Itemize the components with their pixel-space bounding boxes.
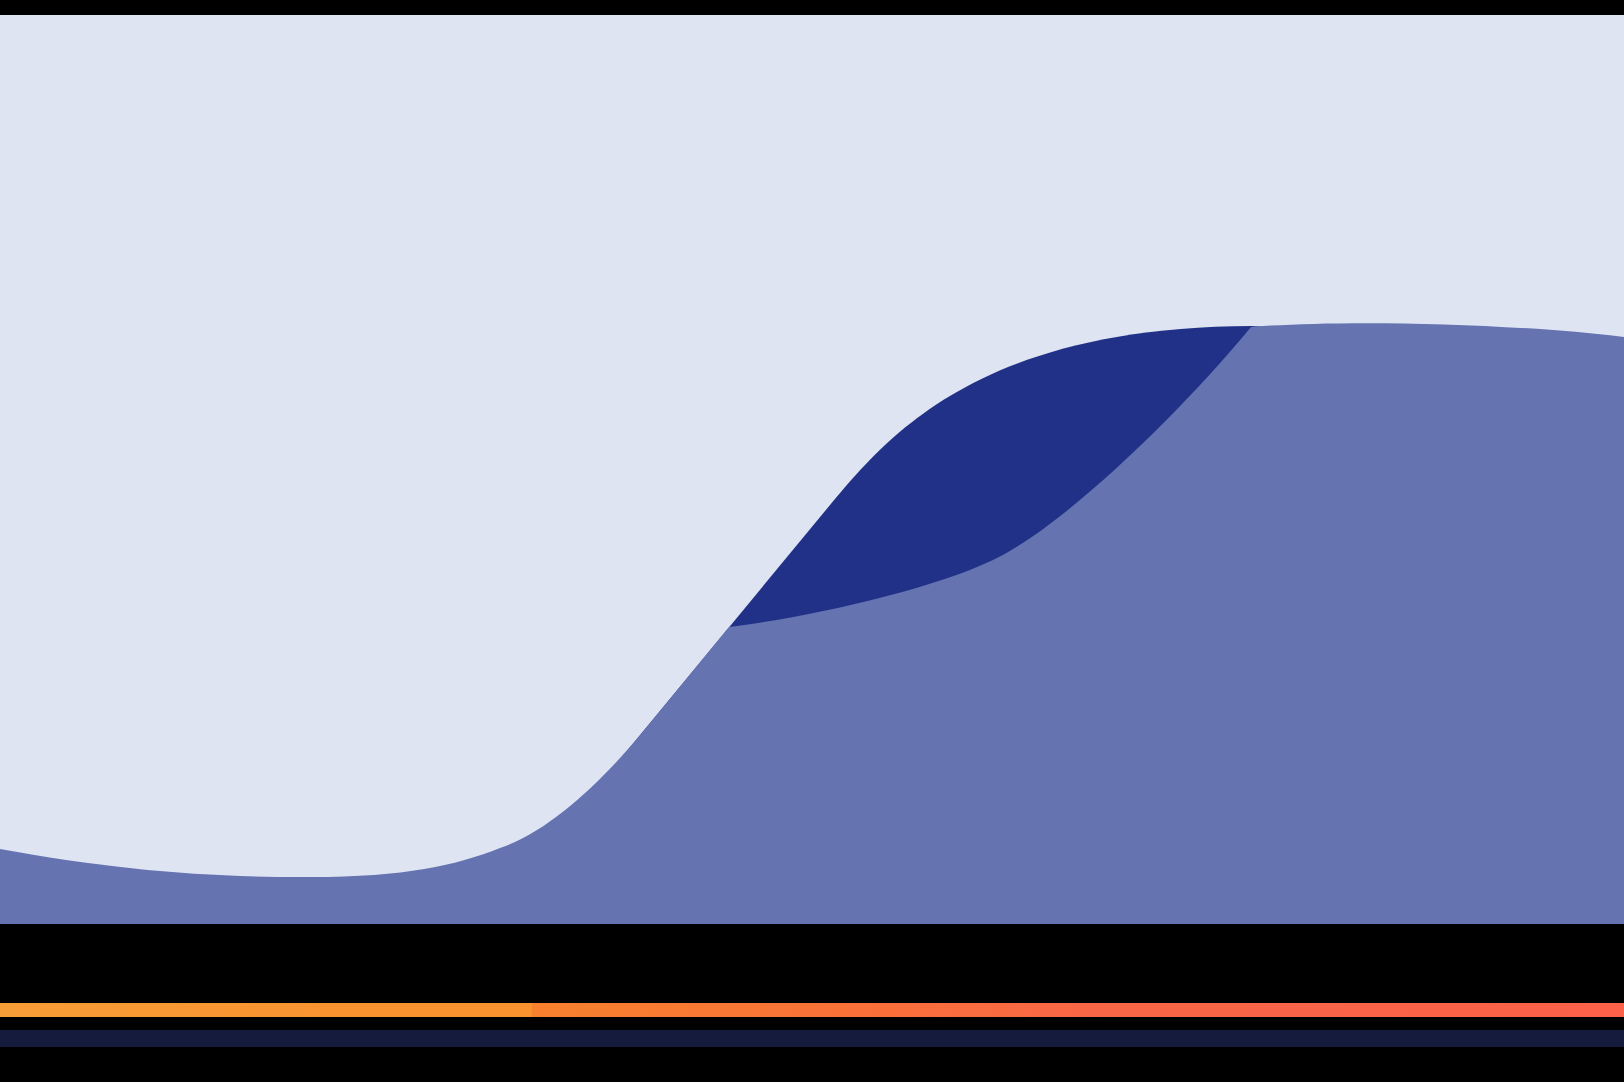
- wave-illustration: [0, 0, 1624, 1082]
- orange-accent-stripe: [0, 1003, 1624, 1017]
- navy-accent-stripe: [0, 1030, 1624, 1047]
